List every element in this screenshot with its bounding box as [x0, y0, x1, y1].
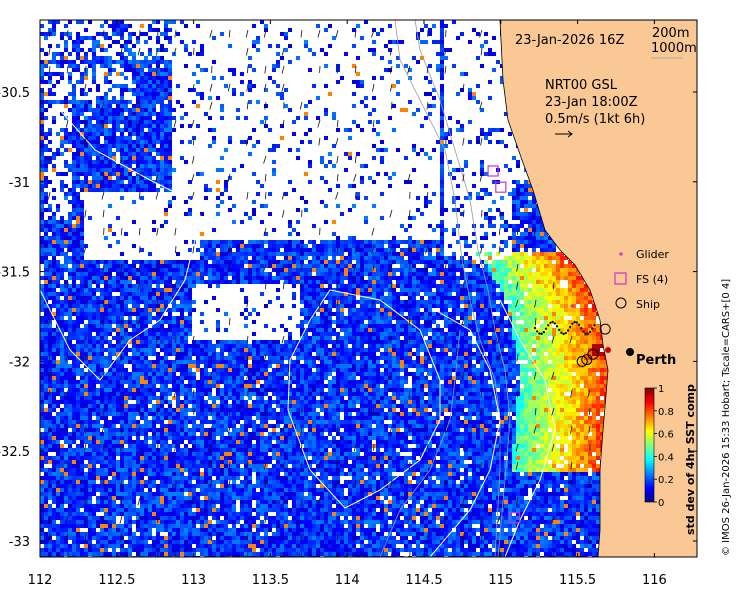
- current-time-label: 23-Jan 18:00Z: [545, 95, 638, 110]
- colorbar-tick-label: 0.4: [658, 452, 674, 463]
- instrument-markers: [487, 165, 611, 524]
- current-vectors: [47, 29, 591, 557]
- y-tick-label: -31.5: [0, 266, 30, 281]
- x-tick-label: 114.5: [405, 573, 442, 588]
- perth-marker: [626, 348, 634, 356]
- legend-label-fs: FS (4): [636, 273, 668, 286]
- legend-label-ship: Ship: [636, 298, 660, 311]
- y-tick-label: -32.5: [0, 445, 30, 460]
- colorbar-tick-label: 0.2: [658, 475, 674, 486]
- fs-marker: [487, 165, 499, 177]
- y-tick-label: -33: [9, 535, 30, 550]
- ship-marker: [599, 323, 611, 335]
- y-tick-label: -32: [9, 355, 30, 370]
- date-label: 23-Jan-2026 16Z: [515, 33, 624, 48]
- y-tick-label: -30.5: [0, 86, 30, 101]
- x-tick-label: 115.5: [559, 573, 596, 588]
- fs-marker: [509, 512, 521, 524]
- fs-marker: [495, 181, 507, 193]
- current-scale-label: 0.5m/s (1kt 6h): [545, 112, 645, 127]
- glider-tracks: [533, 304, 611, 353]
- city-label-perth: Perth: [636, 353, 676, 368]
- ship-marker: [576, 355, 588, 367]
- current-source-label: NRT00 GSL: [545, 78, 618, 93]
- x-tick-label: 115: [488, 573, 513, 588]
- x-tick-label: 116: [642, 573, 667, 588]
- isobath-label-1000m: 1000m: [651, 41, 697, 56]
- y-axis-ticks: -30.5 -31 -31.5 -32 -32.5 -33: [0, 86, 697, 550]
- y-tick-label: -31: [9, 176, 30, 191]
- colorbar-tick-label: 0: [658, 498, 664, 509]
- ship-marker: [587, 348, 599, 360]
- isobath-label-200m: 200m: [652, 26, 689, 41]
- fs-legend-symbol: [614, 272, 627, 285]
- credit-text: © IMOS 26-Jan-2026 15:33 Hobart; Tscale=…: [721, 279, 732, 556]
- x-tick-label: 112: [28, 573, 53, 588]
- scale-arrow-icon: [555, 130, 573, 138]
- ship-legend-symbol: [615, 297, 627, 309]
- colorbar-tick-label: 0.8: [658, 407, 674, 418]
- x-tick-label: 112.5: [98, 573, 135, 588]
- x-axis-ticks: 112 112.5 113 113.5 114 114.5 115 115.5 116: [28, 20, 667, 588]
- colorbar-label: std dev of 4hr SST comp: [684, 384, 697, 535]
- colorbar-tick-label: 1: [658, 384, 664, 395]
- glider-legend-symbol: [619, 252, 623, 256]
- colorbar-ticks: 0 0.2 0.4 0.6 0.8 1: [654, 384, 674, 509]
- colorbar: 0 0.2 0.4 0.6 0.8 1 std dev of 4hr SST comp: [644, 384, 697, 535]
- sst-std-heatmap: [40, 20, 608, 557]
- x-tick-label: 113: [181, 573, 206, 588]
- x-tick-label: 114: [335, 573, 360, 588]
- x-tick-label: 113.5: [252, 573, 289, 588]
- ship-marker: [581, 354, 593, 366]
- legend-label-glider: Glider: [636, 248, 669, 261]
- colorbar-tick-label: 0.6: [658, 430, 674, 441]
- legend: Glider FS (4) Ship: [614, 248, 669, 311]
- colorbar-gradient: [644, 387, 655, 503]
- bathymetry-contours: [40, 20, 556, 557]
